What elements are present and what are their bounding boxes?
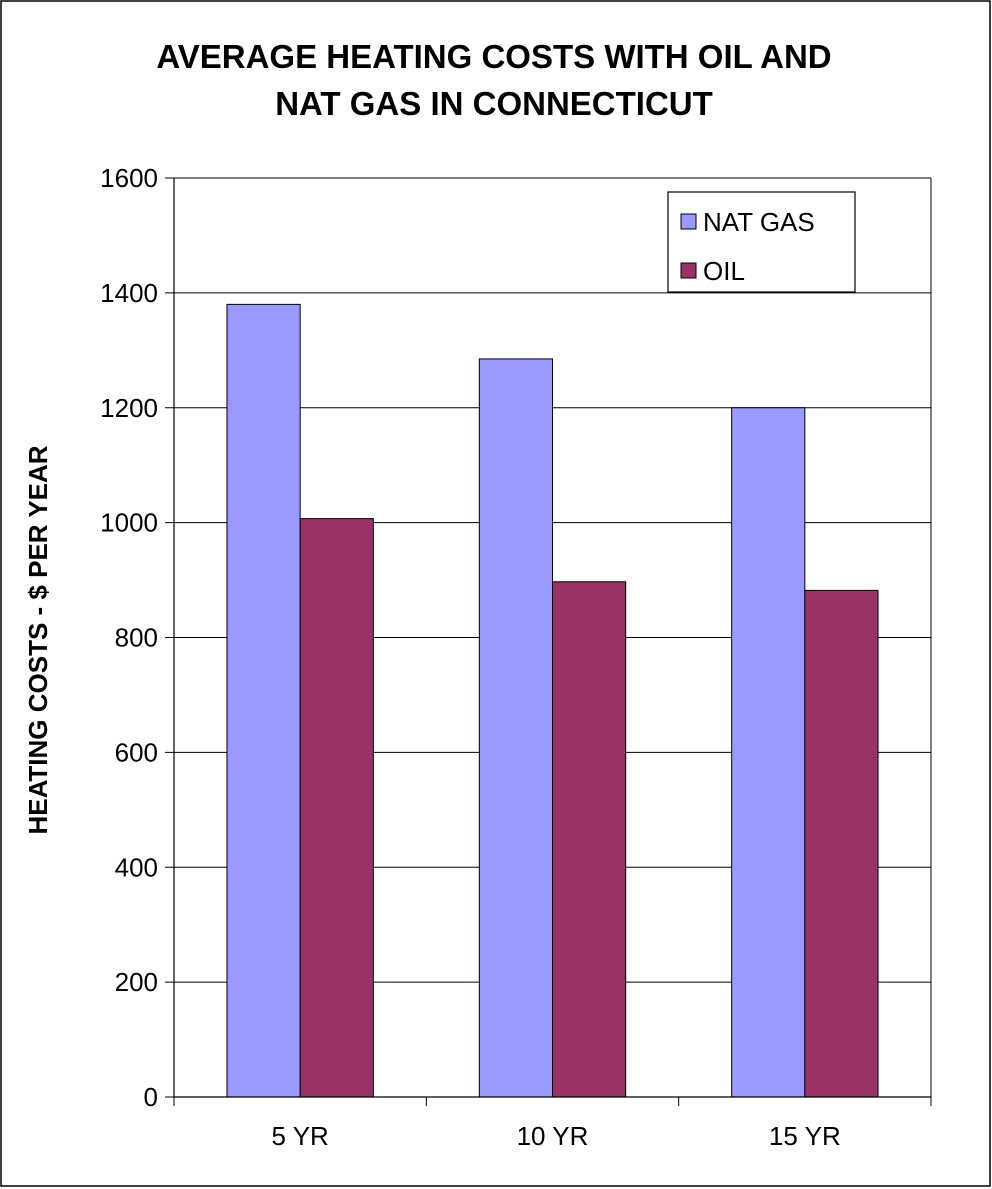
y-tick-label: 0 [144,1082,158,1112]
x-tick-labels: 5 YR 10 YR 15 YR [271,1121,840,1151]
bar-oil-5-yr [299,518,374,1098]
y-tick-label: 1600 [100,163,158,193]
legend: NAT GAS OIL [667,191,856,293]
bars [226,303,879,1098]
legend-box [667,191,856,293]
legend-label-nat-gas: NAT GAS [703,207,815,237]
x-tick-label: 15 YR [769,1121,841,1151]
bar-nat-gas-5-yr [226,303,301,1098]
y-tick-label: 1400 [100,278,158,308]
bar-nat-gas-10-yr [478,358,553,1098]
bar-nat-gas-15-yr [731,407,806,1098]
y-tick-label: 1000 [100,508,158,538]
y-tick-label: 600 [115,737,158,767]
x-tick-label: 5 YR [271,1121,328,1151]
bar-oil-15-yr [804,589,879,1098]
y-tick-label: 400 [115,852,158,882]
x-tick-label: 10 YR [517,1121,589,1151]
y-axis-label: HEATING COSTS - $ PER YEAR [23,445,53,834]
y-tick-label: 800 [115,623,158,653]
y-tick-label: 200 [115,967,158,997]
chart-title-line-2: NAT GAS IN CONNECTICUT [275,85,713,122]
legend-swatch-oil [680,262,697,279]
y-tick-labels: 0 200 400 600 800 1000 1200 1400 1600 [100,163,158,1112]
bar-oil-10-yr [552,581,627,1098]
legend-swatch-nat-gas [680,213,697,230]
y-tick-label: 1200 [100,393,158,423]
chart-title-line-1: AVERAGE HEATING COSTS WITH OIL AND [156,38,831,75]
axes [165,177,932,1106]
legend-label-oil: OIL [703,256,745,286]
